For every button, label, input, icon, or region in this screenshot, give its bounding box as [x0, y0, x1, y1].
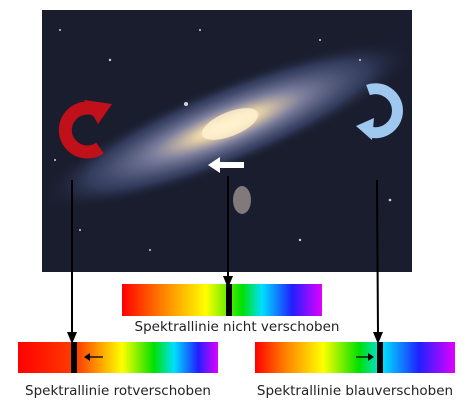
spectrum-redshifted — [18, 342, 218, 373]
label-redshifted: Spektrallinie rotverschoben — [25, 383, 211, 399]
page: {"labels": {"unshifted": "Spektrallinie … — [0, 0, 469, 400]
spectrum-blueshifted — [255, 342, 455, 373]
spectral-line — [377, 342, 383, 373]
label-blueshifted: Spektrallinie blauverschoben — [257, 383, 453, 399]
spectral-line — [71, 342, 77, 373]
spectrum-unshifted — [122, 284, 322, 316]
diagram: Spektrallinie nicht verschoben Spektrall… — [0, 0, 469, 400]
label-unshifted: Spektrallinie nicht verschoben — [135, 319, 340, 335]
spectral-line — [226, 284, 232, 316]
